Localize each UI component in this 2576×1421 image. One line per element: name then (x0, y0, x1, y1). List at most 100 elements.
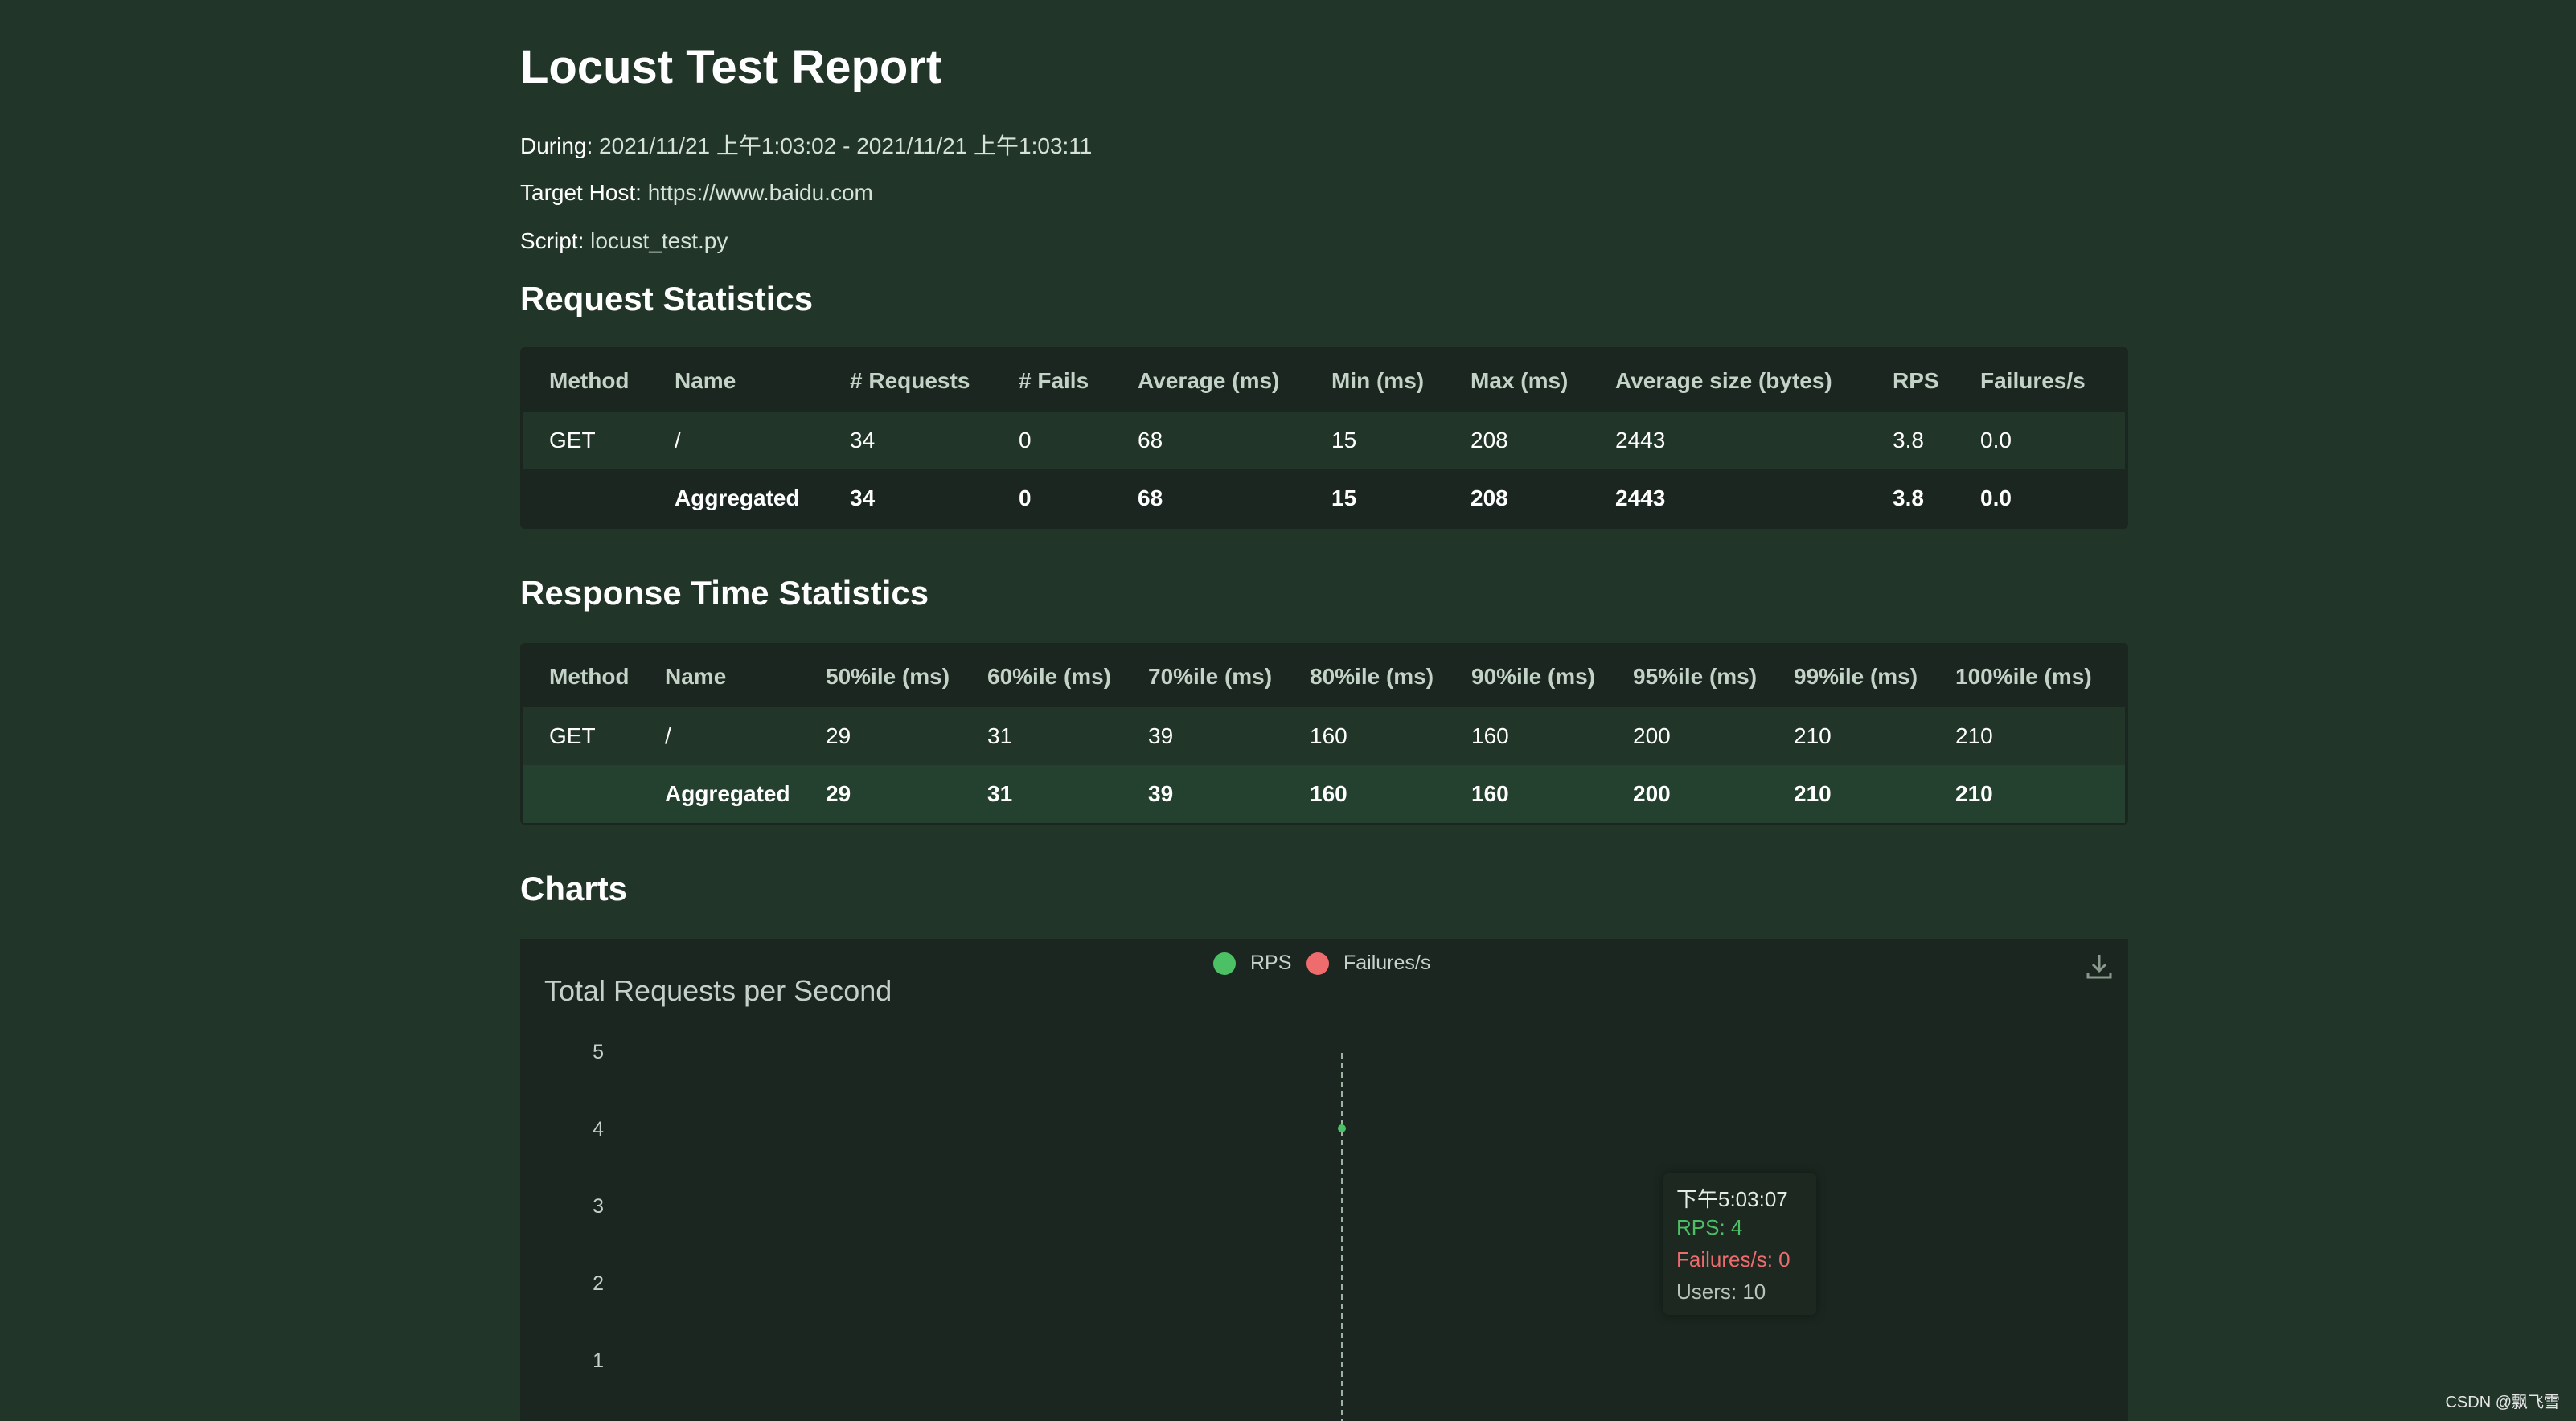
column-header: 100%ile (ms) (1955, 664, 2092, 689)
legend-item-failures[interactable]: Failures/s (1306, 952, 1430, 975)
target-host-label: Target Host: (520, 180, 642, 205)
table-cell: 15 (1331, 428, 1357, 453)
table-header-row: Method Name 50%ile (ms) 60%ile (ms) 70%i… (523, 646, 2125, 707)
column-header: Name (675, 368, 736, 393)
table-cell: 39 (1148, 723, 1174, 748)
table-cell: 0.0 (1980, 428, 2012, 453)
script-value: locust_test.py (590, 228, 728, 253)
watermark: CSDN @飘飞雪 (2445, 1394, 2560, 1411)
table-cell: 200 (1633, 781, 1671, 806)
table-cell: 31 (987, 781, 1013, 806)
table-cell: / (665, 723, 671, 748)
script-label: Script: (520, 228, 585, 253)
column-header: Method (549, 664, 630, 689)
column-header: RPS (1893, 368, 1939, 393)
tooltip-failures: Failures/s: 0 (1676, 1247, 1790, 1272)
table-cell: 68 (1138, 485, 1163, 510)
column-header: Method (549, 368, 630, 393)
rps-data-point[interactable] (1338, 1124, 1346, 1132)
table-cell: Aggregated (675, 485, 800, 510)
table-cell: 29 (826, 781, 851, 806)
table-cell: 34 (850, 428, 876, 453)
chart-legend: RPS Failures/s (520, 952, 2128, 984)
table-cell: 31 (987, 723, 1013, 748)
table-cell: 210 (1794, 781, 1832, 806)
column-header: 80%ile (ms) (1310, 664, 1434, 689)
rps-chart[interactable]: RPS Failures/s Total Requests per Second… (520, 939, 2128, 1421)
script-line: Script: locust_test.py (520, 228, 728, 254)
table-cell: 160 (1310, 723, 1347, 748)
column-header: Average (ms) (1138, 368, 1280, 393)
table-header-row: Method Name # Requests # Fails Average (… (523, 350, 2125, 412)
column-header: 90%ile (ms) (1471, 664, 1596, 689)
table-cell: 3.8 (1893, 485, 1924, 510)
charts-heading: Charts (520, 870, 628, 907)
y-tick-label: 2 (593, 1272, 604, 1295)
table-cell: 68 (1138, 428, 1163, 453)
table-cell: 0.0 (1980, 485, 2012, 510)
table-cell: 160 (1471, 781, 1509, 806)
y-tick-label: 1 (593, 1349, 604, 1372)
page-title: Locust Test Report (520, 41, 942, 93)
column-header: 95%ile (ms) (1633, 664, 1758, 689)
legend-label-rps: RPS (1250, 952, 1292, 974)
table-cell: 210 (1955, 723, 1993, 748)
tooltip-time: 下午5:03:07 (1676, 1187, 1788, 1211)
column-header: Name (665, 664, 727, 689)
table-cell: 200 (1633, 723, 1671, 748)
column-header: Max (ms) (1471, 368, 1569, 393)
column-header: Min (ms) (1331, 368, 1425, 393)
table-cell: 208 (1471, 485, 1508, 510)
table-cell: 3.8 (1893, 428, 1924, 453)
table-cell: 39 (1148, 781, 1174, 806)
table-cell: 2443 (1615, 485, 1666, 510)
table-cell: / (675, 428, 681, 453)
y-tick-label: 4 (593, 1118, 604, 1140)
table-cell: 29 (826, 723, 851, 748)
table-cell: 0 (1019, 485, 1032, 510)
target-host-value: https://www.baidu.com (647, 180, 873, 205)
table-cell: GET (549, 428, 596, 453)
table-cell: 2443 (1615, 428, 1666, 453)
column-header: Average size (bytes) (1615, 368, 1832, 393)
y-tick-label: 3 (593, 1195, 604, 1218)
chart-plot-area: 1 2 3 4 5 (593, 1041, 1346, 1421)
legend-item-rps[interactable]: RPS (1213, 952, 1291, 975)
aggregated-row: Aggregated 34 0 68 15 208 2443 3.8 0.0 (523, 469, 2125, 527)
table-cell: 0 (1019, 428, 1032, 453)
y-tick-label: 5 (593, 1041, 604, 1063)
table-cell: 208 (1471, 428, 1508, 453)
response-time-statistics-heading: Response Time Statistics (520, 574, 929, 612)
table-cell: 160 (1471, 723, 1509, 748)
tooltip-rps: RPS: 4 (1676, 1215, 1743, 1239)
during-value: 2021/11/21 上午1:03:02 - 2021/11/21 上午1:03… (599, 133, 1093, 158)
table-cell: 15 (1331, 485, 1357, 510)
column-header: # Fails (1019, 368, 1089, 393)
table-cell: Aggregated (665, 781, 790, 806)
column-header: Failures/s (1980, 368, 2086, 393)
column-header: 60%ile (ms) (987, 664, 1112, 689)
column-header: 99%ile (ms) (1794, 664, 1918, 689)
table-cell: 210 (1955, 781, 1993, 806)
during-label: During: (520, 133, 593, 158)
table-row: GET / 34 0 68 15 208 2443 3.8 0.0 (523, 412, 2125, 469)
aggregated-row: Aggregated 29 31 39 160 160 200 210 210 (523, 765, 2125, 823)
legend-label-failures: Failures/s (1343, 952, 1431, 974)
download-icon[interactable] (2083, 950, 2115, 982)
chart-tooltip: 下午5:03:07 RPS: 4 Failures/s: 0 Users: 10 (1663, 1173, 1816, 1315)
request-statistics-table: Method Name # Requests # Fails Average (… (520, 347, 2128, 529)
tooltip-users: Users: 10 (1676, 1280, 1766, 1304)
chart-title: Total Requests per Second (544, 974, 892, 1007)
request-statistics-heading: Request Statistics (520, 280, 814, 317)
column-header: 50%ile (ms) (826, 664, 950, 689)
legend-dot-failures (1306, 952, 1329, 975)
column-header: 70%ile (ms) (1148, 664, 1273, 689)
table-cell: GET (549, 723, 596, 748)
legend-dot-rps (1213, 952, 1236, 975)
table-cell: 160 (1310, 781, 1347, 806)
target-host-line: Target Host: https://www.baidu.com (520, 180, 873, 206)
table-cell: 34 (850, 485, 876, 510)
response-time-statistics-table: Method Name 50%ile (ms) 60%ile (ms) 70%i… (520, 643, 2128, 825)
during-line: During: 2021/11/21 上午1:03:02 - 2021/11/2… (520, 129, 1092, 161)
table-cell: 210 (1794, 723, 1832, 748)
